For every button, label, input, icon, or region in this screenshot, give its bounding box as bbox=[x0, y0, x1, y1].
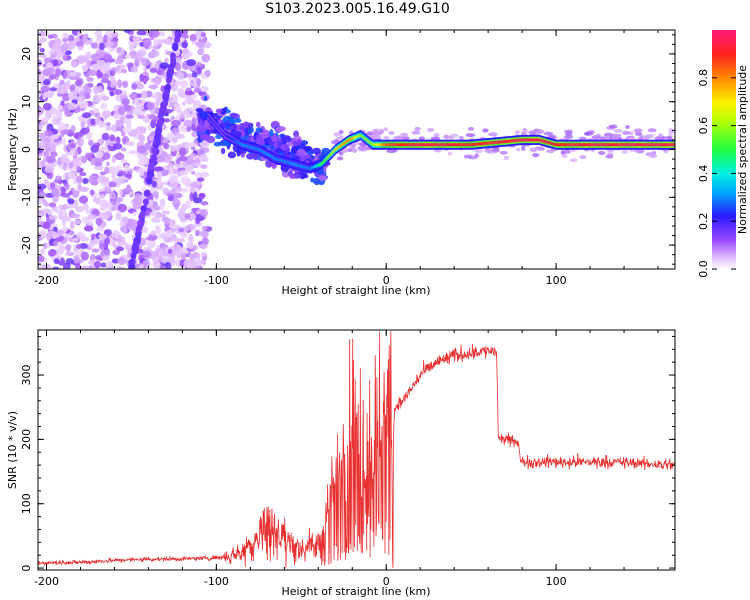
top-ytick-label: -10 bbox=[20, 188, 33, 206]
colorbar-tick-label: 0.6 bbox=[697, 117, 710, 135]
top-ytick-label: 0 bbox=[20, 146, 33, 153]
bottom-xtick-label: -100 bbox=[204, 575, 229, 588]
colorbar-tick-label: 0.2 bbox=[697, 212, 710, 230]
top-xtick-label: -200 bbox=[34, 274, 59, 287]
bottom-xtick-label: -200 bbox=[34, 575, 59, 588]
bottom-xlabel: Height of straight line (km) bbox=[281, 585, 430, 598]
top-xtick-label: 0 bbox=[383, 274, 390, 287]
bottom-xtick-label: 100 bbox=[546, 575, 567, 588]
spectrogram-noise bbox=[38, 30, 675, 269]
colorbar-tick-label: 0.8 bbox=[697, 69, 710, 87]
bottom-ytick-label: 300 bbox=[20, 365, 33, 386]
bottom-ytick-label: 0 bbox=[20, 565, 33, 572]
colorbar-tick-label: 0.4 bbox=[697, 165, 710, 183]
bottom-xtick-label: 0 bbox=[383, 575, 390, 588]
top-ytick-label: 10 bbox=[20, 95, 33, 109]
top-xtick-label: 100 bbox=[546, 274, 567, 287]
snr-series bbox=[38, 331, 675, 569]
colorbar: 0.0 0.2 0.4 0.6 0.8 Normalized spectral ampli… bbox=[697, 30, 749, 278]
colorbar-label: Normalized spectral amplitude bbox=[736, 65, 749, 234]
top-ytick-label: 20 bbox=[20, 47, 33, 61]
top-xlabel: Height of straight line (km) bbox=[281, 284, 430, 297]
bottom-frame bbox=[37, 329, 676, 571]
colorbar-tick-label: 0.0 bbox=[697, 260, 710, 278]
spectrogram-ridge bbox=[207, 111, 675, 174]
top-ytick-label: -20 bbox=[20, 236, 33, 254]
top-ylabel: Frequency (Hz) bbox=[6, 108, 19, 191]
colorbar-gradient bbox=[712, 30, 736, 269]
top-xtick-label: -100 bbox=[204, 274, 229, 287]
snr-line bbox=[38, 331, 675, 569]
bottom-ylabel: SNR (10 * v/v) bbox=[6, 411, 19, 489]
bottom-ytick-label: 100 bbox=[20, 493, 33, 514]
snr-panel: -200 -100 0 100 0 100 200 300 Height of straight… bbox=[6, 329, 676, 598]
bottom-ytick-label: 200 bbox=[20, 429, 33, 450]
page-title: S103.2023.005.16.49.G10 bbox=[265, 1, 450, 17]
